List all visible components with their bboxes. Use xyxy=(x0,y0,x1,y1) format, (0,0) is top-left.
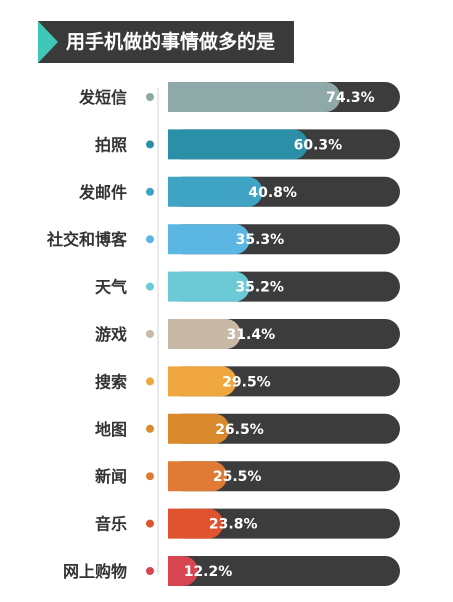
value-label: 40.8% xyxy=(248,185,297,201)
category-label: 发邮件 xyxy=(78,183,127,202)
bar-fill xyxy=(168,413,230,444)
category-label: 发短信 xyxy=(78,88,127,107)
bar-track xyxy=(168,461,400,492)
value-label: 29.5% xyxy=(222,374,271,390)
category-dot xyxy=(146,377,154,386)
category-label: 天气 xyxy=(95,278,127,297)
category-label: 网上购物 xyxy=(63,562,127,581)
category-dot xyxy=(146,140,154,149)
bar-fill xyxy=(168,366,237,397)
bar-track xyxy=(168,508,400,539)
value-label: 35.2% xyxy=(235,280,284,296)
value-label: 60.3% xyxy=(294,137,343,153)
category-dot xyxy=(146,472,154,481)
category-dot xyxy=(146,424,154,433)
category-dot xyxy=(146,567,154,575)
bar-fill xyxy=(168,508,224,539)
category-dot xyxy=(146,187,154,196)
bar-fill xyxy=(168,176,263,207)
value-label: 12.2% xyxy=(184,564,233,580)
value-label: 35.3% xyxy=(236,232,285,248)
category-dot xyxy=(146,330,154,338)
category-dot xyxy=(146,519,154,528)
bar-fill xyxy=(168,129,308,160)
category-label: 拍照 xyxy=(95,135,127,154)
category-label: 音乐 xyxy=(95,515,127,534)
bar-fill xyxy=(168,461,228,492)
value-label: 31.4% xyxy=(227,327,276,343)
bar-fill xyxy=(168,319,241,349)
title-banner xyxy=(38,21,294,63)
category-dot xyxy=(146,282,154,291)
value-label: 26.5% xyxy=(215,422,264,438)
category-label: 地图 xyxy=(95,420,127,439)
category-label: 新闻 xyxy=(95,467,127,486)
chart-title: 用手机做的事情做多的是 xyxy=(66,31,276,53)
category-label: 搜索 xyxy=(95,372,127,391)
value-label: 74.3% xyxy=(326,90,375,106)
category-label: 社交和博客 xyxy=(46,230,128,249)
category-dot xyxy=(146,93,154,101)
value-label: 25.5% xyxy=(213,469,262,485)
bar-track xyxy=(168,556,400,586)
title-arrow-icon xyxy=(38,21,58,63)
category-dot xyxy=(146,235,154,244)
bar-fill xyxy=(168,271,250,302)
bar-fill xyxy=(168,556,198,586)
bar-fill xyxy=(168,224,250,255)
category-label: 游戏 xyxy=(95,325,127,344)
bar-fill xyxy=(168,82,341,113)
value-label: 23.8% xyxy=(209,517,258,533)
